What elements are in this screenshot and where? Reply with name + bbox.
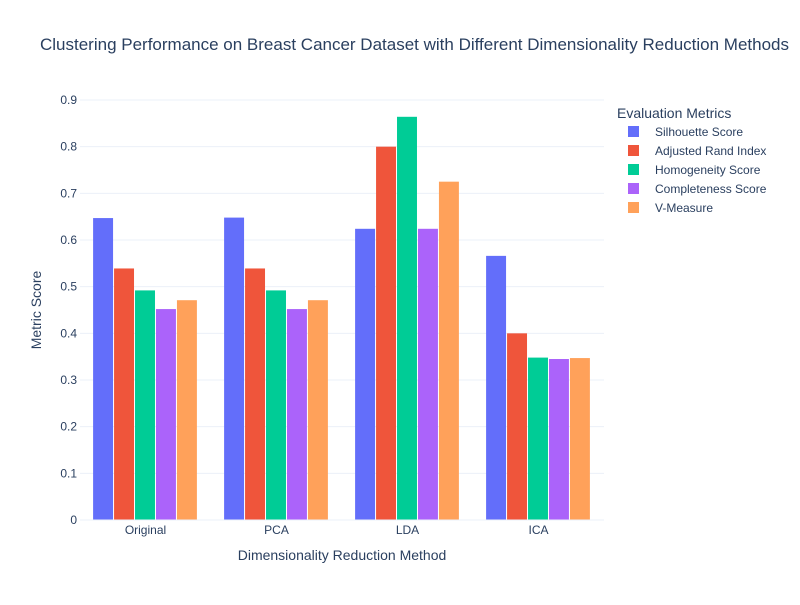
x-axis-title: Dimensionality Reduction Method — [238, 547, 447, 563]
x-tick-label: Original — [125, 523, 166, 537]
bar[interactable] — [155, 309, 176, 520]
bar[interactable] — [376, 146, 397, 520]
y-tick-label: 0.2 — [60, 420, 77, 434]
bar[interactable] — [417, 228, 438, 521]
bar[interactable] — [548, 359, 569, 520]
legend-swatch — [628, 145, 639, 156]
legend-swatch — [628, 183, 639, 194]
bar[interactable] — [397, 116, 417, 521]
chart-title: Clustering Performance on Breast Cancer … — [40, 35, 789, 54]
legend-swatch — [628, 202, 639, 213]
legend-label: Completeness Score — [655, 182, 767, 196]
legend-label: Silhouette Score — [655, 125, 743, 139]
bar[interactable] — [224, 217, 245, 520]
legend-items[interactable]: Silhouette Score Adjusted Rand Index Homog… — [628, 125, 767, 215]
bar[interactable] — [114, 268, 135, 520]
bar[interactable] — [135, 290, 155, 520]
y-axis-ticks: 0 0.1 0.2 0.3 0.4 0.5 0.6 0.7 0.8 0.9 — [60, 93, 77, 527]
legend-item[interactable]: Silhouette Score — [628, 125, 743, 139]
y-tick-label: 0.5 — [60, 280, 77, 294]
bar[interactable] — [528, 357, 548, 520]
bar[interactable] — [438, 181, 459, 520]
y-tick-label: 0.7 — [60, 186, 77, 200]
x-tick-label: LDA — [396, 523, 419, 537]
x-tick-label: ICA — [528, 523, 548, 537]
y-tick-label: 0.4 — [60, 326, 77, 340]
y-tick-label: 0.9 — [60, 93, 77, 107]
y-tick-label: 0.3 — [60, 373, 77, 387]
bar[interactable] — [507, 333, 528, 520]
y-tick-label: 0.1 — [60, 466, 77, 480]
bar[interactable] — [93, 218, 114, 521]
x-axis-ticks: Original PCA LDA ICA — [125, 523, 549, 537]
legend-label: V-Measure — [655, 201, 713, 215]
legend-swatch — [628, 164, 639, 175]
legend-title: Evaluation Metrics — [617, 105, 731, 121]
y-tick-label: 0 — [70, 513, 77, 527]
legend-item[interactable]: Homogeneity Score — [628, 163, 761, 177]
bar[interactable] — [266, 290, 286, 520]
y-axis-title: Metric Score — [28, 271, 44, 350]
bar[interactable] — [307, 300, 328, 520]
legend-label: Homogeneity Score — [655, 163, 761, 177]
bar[interactable] — [486, 255, 507, 520]
y-tick-label: 0.8 — [60, 140, 77, 154]
bars — [80, 116, 604, 521]
legend[interactable]: Evaluation Metrics Silhouette Score Adjus… — [617, 105, 767, 215]
bar[interactable] — [355, 228, 376, 521]
x-tick-label: PCA — [264, 523, 289, 537]
y-tick-label: 0.6 — [60, 233, 77, 247]
bar[interactable] — [286, 309, 307, 520]
bar[interactable] — [176, 300, 197, 520]
legend-swatch — [628, 126, 639, 137]
legend-item[interactable]: V-Measure — [628, 201, 713, 215]
legend-label: Adjusted Rand Index — [655, 144, 766, 158]
legend-item[interactable]: Completeness Score — [628, 182, 767, 196]
bar[interactable] — [245, 268, 266, 520]
bar[interactable] — [569, 358, 590, 520]
legend-item[interactable]: Adjusted Rand Index — [628, 144, 766, 158]
